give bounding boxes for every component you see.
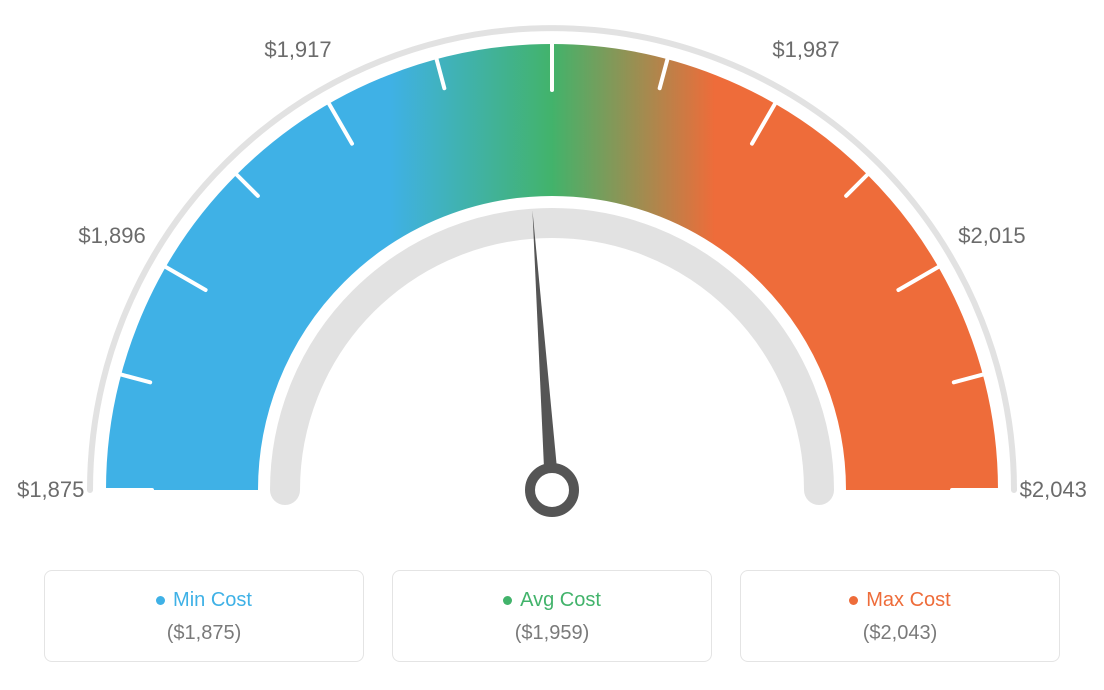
legend-title-max: Max Cost	[741, 589, 1059, 612]
legend-row: Min Cost ($1,875) Avg Cost ($1,959) Max Cost…	[20, 570, 1084, 662]
legend-card-min: Min Cost ($1,875)	[44, 570, 364, 662]
legend-card-max: Max Cost ($2,043)	[740, 570, 1060, 662]
gauge-tick-label: $1,875	[17, 477, 84, 503]
legend-value-min: ($1,875)	[45, 622, 363, 645]
legend-value-max: ($2,043)	[741, 622, 1059, 645]
gauge-tick-label: $2,015	[958, 223, 1025, 249]
legend-title-text: Avg Cost	[520, 589, 601, 611]
gauge-chart: $1,875$1,896$1,917$1,959$1,987$2,015$2,0…	[22, 20, 1082, 540]
legend-bullet-icon	[156, 596, 165, 605]
gauge-tick-label: $2,043	[1020, 477, 1087, 503]
legend-value-avg: ($1,959)	[393, 622, 711, 645]
legend-title-min: Min Cost	[45, 589, 363, 612]
legend-title-text: Max Cost	[866, 589, 950, 611]
gauge-tick-label: $1,917	[264, 37, 331, 63]
legend-card-avg: Avg Cost ($1,959)	[392, 570, 712, 662]
gauge-tick-label: $1,896	[78, 223, 145, 249]
legend-bullet-icon	[503, 596, 512, 605]
gauge-svg	[22, 20, 1082, 540]
legend-title-text: Min Cost	[173, 589, 252, 611]
gauge-tick-label: $1,987	[772, 37, 839, 63]
legend-bullet-icon	[849, 596, 858, 605]
legend-title-avg: Avg Cost	[393, 589, 711, 612]
